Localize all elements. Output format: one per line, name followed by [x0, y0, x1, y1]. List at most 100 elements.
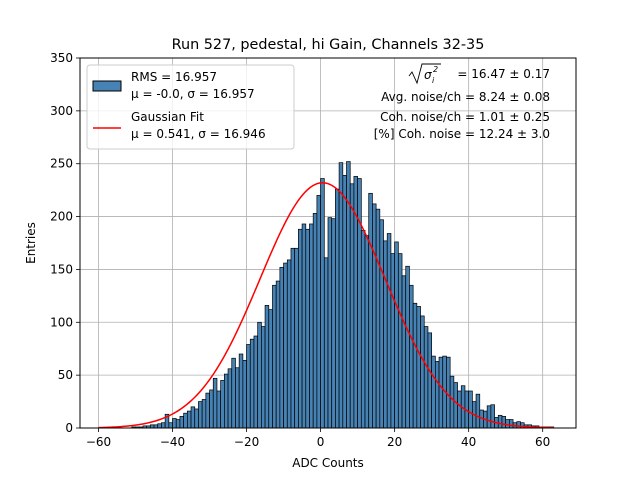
histogram-bar — [420, 315, 425, 429]
annotation-sigma-superscript: 2 — [433, 65, 438, 74]
histogram-bar — [397, 253, 403, 429]
histogram-bar — [231, 357, 236, 429]
x-axis-label: ADC Counts — [292, 456, 364, 470]
x-tick-label: 0 — [317, 435, 325, 449]
histogram-bar — [201, 399, 207, 429]
annotation-sigma-line: σ 2 i = 16.47 ± 0.17 — [408, 63, 550, 85]
x-axis: −60 −40 −20 0 20 40 60 — [86, 428, 550, 449]
histogram-bar — [501, 416, 507, 429]
histogram-bar — [183, 412, 188, 429]
histogram-bar — [190, 406, 196, 429]
histogram-bar — [490, 404, 495, 429]
histogram-bar — [249, 338, 255, 429]
legend-histogram-label: RMS = 16.957 — [131, 70, 217, 84]
histogram-bar — [364, 235, 370, 429]
histogram-bar — [468, 390, 473, 429]
histogram-bar — [172, 418, 177, 429]
annotation-coh-noise: Coh. noise/ch = 1.01 ± 0.25 — [380, 110, 550, 124]
histogram-bar — [298, 228, 303, 429]
x-tick-label: −40 — [160, 435, 185, 449]
histogram-bar — [349, 183, 355, 429]
histogram-bar — [316, 195, 321, 429]
histogram-bar — [368, 192, 373, 429]
histogram-bar — [357, 178, 362, 429]
histogram-bar — [275, 280, 281, 429]
x-tick-label: −60 — [86, 435, 111, 449]
histogram-bar — [423, 326, 429, 429]
sqrt-sign-icon — [408, 63, 441, 85]
histogram-bar — [216, 390, 222, 429]
legend-box — [86, 64, 295, 150]
histogram-bar — [497, 414, 503, 429]
histogram-bar — [279, 266, 284, 429]
histogram-bar — [312, 213, 318, 429]
histogram-bar — [390, 253, 395, 429]
histogram-bar — [272, 284, 277, 429]
histogram-bar — [505, 419, 510, 429]
y-tick-label: 350 — [50, 51, 73, 65]
histogram-bar — [327, 217, 333, 429]
histogram-bar — [431, 355, 436, 429]
histogram-bar — [486, 405, 492, 429]
histogram-bar — [238, 353, 244, 429]
y-axis-label: Entries — [24, 222, 38, 264]
annotation-sigma-value: = 16.47 ± 0.17 — [457, 67, 550, 81]
histogram-bar — [235, 367, 240, 429]
y-tick-label: 200 — [50, 210, 73, 224]
histogram-bar — [179, 416, 184, 429]
histogram-bar — [409, 284, 414, 429]
histogram-bar — [401, 275, 407, 429]
histogram-bar — [186, 410, 192, 429]
histogram-bar — [438, 356, 444, 429]
histogram-bar — [168, 422, 173, 429]
legend-histogram-patch — [92, 80, 122, 92]
histogram-bar — [338, 162, 344, 429]
histogram-bar — [360, 229, 366, 429]
histogram-bar — [516, 421, 521, 429]
y-tick-label: 150 — [50, 262, 73, 276]
x-tick-label: 40 — [461, 435, 476, 449]
histogram-bar — [301, 223, 307, 429]
histogram-bar — [253, 335, 259, 429]
histogram-bar — [198, 401, 203, 429]
legend-fit-stats: μ = 0.541, σ = 16.946 — [131, 127, 266, 141]
histogram-bar — [305, 228, 310, 429]
histogram-bar — [372, 203, 377, 429]
histogram-bar — [209, 389, 214, 429]
y-tick-label: 250 — [50, 157, 73, 171]
histogram-bar — [283, 262, 288, 429]
annotation-coh-noise-percent: [%] Coh. noise = 12.24 ± 3.0 — [374, 127, 550, 141]
y-tick-label: 0 — [65, 421, 73, 435]
stats-annotations: σ 2 i = 16.47 ± 0.17 Avg. noise/ch = 8.2… — [374, 63, 550, 141]
histogram-bar — [342, 174, 347, 429]
histogram-bar — [242, 359, 247, 429]
histogram-bar — [416, 306, 421, 429]
annotation-sigma-symbol: σ — [424, 68, 432, 82]
histogram-bar — [264, 305, 270, 429]
histogram-bar — [394, 241, 399, 429]
histogram-bar — [331, 218, 336, 429]
histogram-bar — [449, 375, 455, 429]
histogram-bar — [268, 309, 273, 429]
histogram-bar — [427, 332, 432, 429]
annotation-avg-noise: Avg. noise/ch = 8.24 ± 0.08 — [381, 90, 550, 104]
histogram-bar — [412, 302, 418, 429]
y-tick-label: 100 — [50, 315, 73, 329]
histogram-bar — [383, 240, 388, 429]
x-tick-label: 20 — [387, 435, 402, 449]
histogram-bar — [286, 259, 292, 429]
histogram-bar — [475, 393, 481, 429]
histogram-bar — [227, 368, 233, 429]
fit-curve-line — [98, 181, 554, 429]
histogram-bar — [309, 223, 314, 429]
y-tick-label: 50 — [58, 368, 73, 382]
histogram-bar — [220, 380, 225, 429]
histogram-bar — [375, 208, 381, 429]
histogram-bar — [157, 423, 162, 429]
plot-frame — [79, 57, 577, 429]
histogram-bar — [294, 247, 299, 429]
histogram-bar — [246, 344, 251, 429]
histogram-bar — [434, 361, 440, 429]
annotation-sigma-subscript: i — [432, 76, 435, 85]
